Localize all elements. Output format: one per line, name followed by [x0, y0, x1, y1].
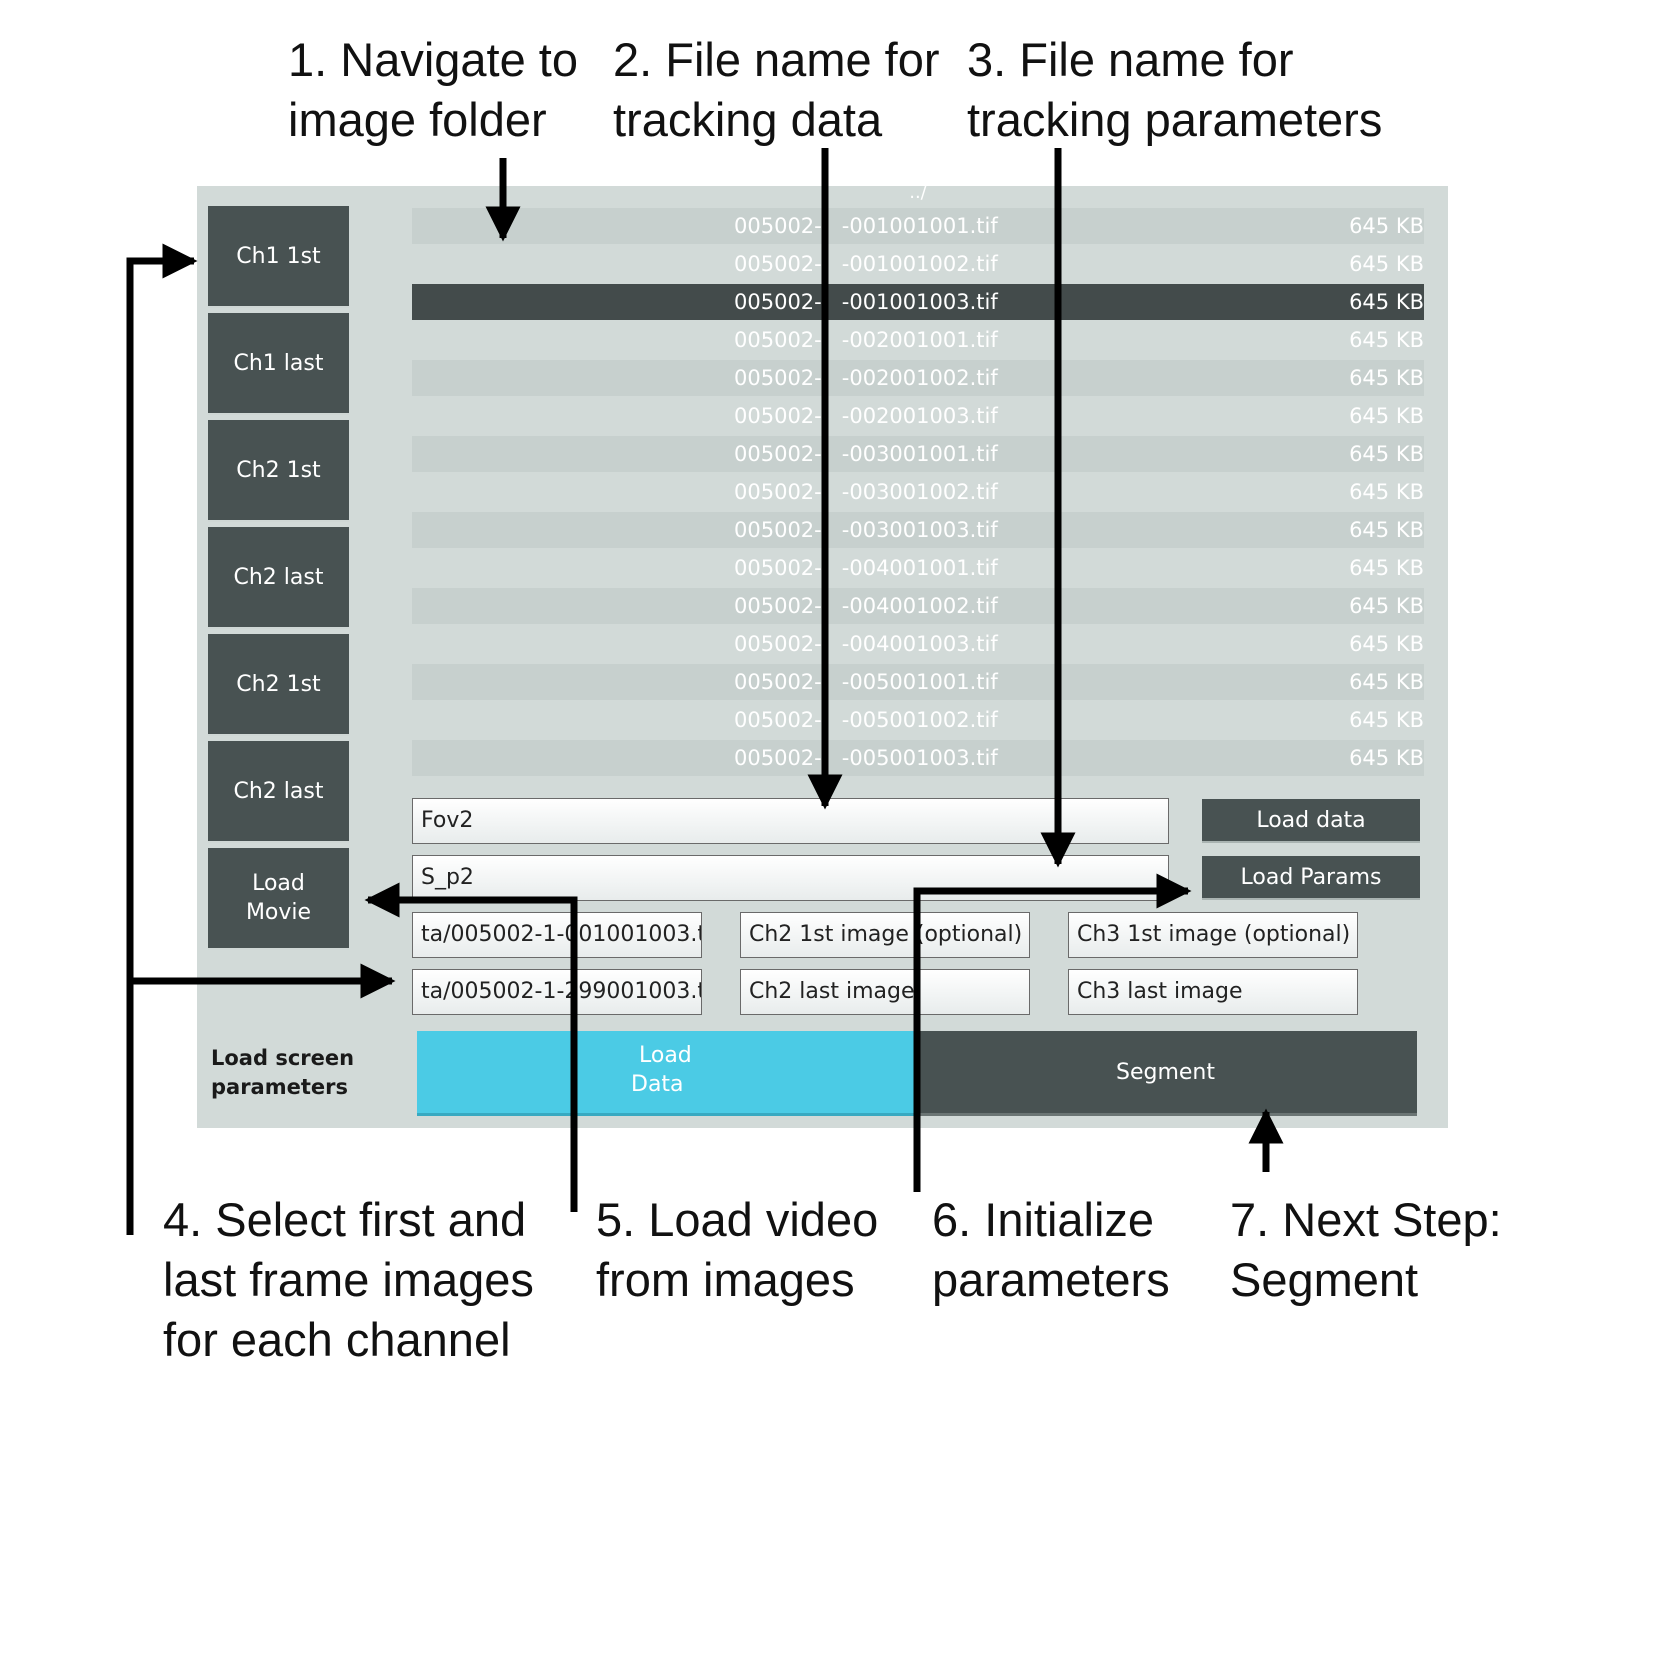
file-row[interactable]: 005002- -004001001.tif 645 KB — [412, 550, 1424, 586]
file-row[interactable]: 005002- -002001001.tif 645 KB — [412, 322, 1424, 358]
file-row[interactable]: 005002- -005001002.tif 645 KB — [412, 702, 1424, 738]
file-name: 005002- -002001003.tif — [734, 404, 998, 428]
arrow-step4-upper — [126, 243, 198, 1235]
ch2-first-image-input[interactable]: Ch2 1st image (optional) — [740, 912, 1030, 958]
file-name: 005002- -002001001.tif — [734, 328, 998, 352]
file-name: 005002- -001001003.tif — [734, 290, 998, 314]
load-params-button[interactable]: Load Params — [1202, 856, 1420, 900]
ch1-last-image-input[interactable]: ta/005002-1-299001003.tif — [412, 969, 702, 1015]
file-size: 645 KB — [1349, 442, 1424, 466]
annotation-tracking-params-name: 3. File name for tracking parameters — [967, 33, 1383, 146]
file-name: 005002- -002001002.tif — [734, 366, 998, 390]
file-row[interactable]: 005002- -002001003.tif 645 KB — [412, 398, 1424, 434]
file-name: 005002- -005001002.tif — [734, 708, 998, 732]
ch1-first-button[interactable]: Ch1 1st — [208, 206, 349, 308]
annotation-load-video: 5. Load video from images — [596, 1193, 879, 1306]
file-size: 645 KB — [1349, 404, 1424, 428]
annotation-select-frames: 4. Select first and last frame images fo… — [163, 1193, 534, 1366]
ch2-last-image-input[interactable]: Ch2 last image — [740, 969, 1030, 1015]
file-size: 645 KB — [1349, 480, 1424, 504]
file-row[interactable]: 005002- -004001003.tif 645 KB — [412, 626, 1424, 662]
file-name: 005002- -003001001.tif — [734, 442, 998, 466]
file-name: 005002- -005001003.tif — [734, 746, 998, 770]
file-size: 645 KB — [1349, 556, 1424, 580]
ch1-last-button[interactable]: Ch1 last — [208, 313, 349, 415]
file-name: 005002- -003001003.tif — [734, 518, 998, 542]
file-row[interactable]: 005002- -003001002.tif 645 KB — [412, 474, 1424, 510]
file-row[interactable]: 005002- -003001001.tif 645 KB — [412, 436, 1424, 472]
file-browser-list[interactable]: ../ 005002- -001001001.tif 645 KB 005002- … — [412, 182, 1424, 780]
file-row[interactable]: 005002- -004001002.tif 645 KB — [412, 588, 1424, 624]
file-size: 645 KB — [1349, 328, 1424, 352]
tab-load-data[interactable]: Load Data — [417, 1031, 914, 1116]
parent-directory-item[interactable]: ../ — [909, 182, 927, 203]
file-row[interactable]: 005002- -003001003.tif 645 KB — [412, 512, 1424, 548]
annotation-next-step: 7. Next Step: Segment — [1230, 1193, 1502, 1306]
tab-segment[interactable]: Segment — [914, 1031, 1417, 1116]
file-name: 005002- -004001001.tif — [734, 556, 998, 580]
file-name: 005002- -005001001.tif — [734, 670, 998, 694]
file-name: 005002- -004001003.tif — [734, 632, 998, 656]
file-name: 005002- -001001002.tif — [734, 252, 998, 276]
file-size: 645 KB — [1349, 290, 1424, 314]
ch3-last-image-input[interactable]: Ch3 last image — [1068, 969, 1358, 1015]
file-row[interactable]: 005002- -002001002.tif 645 KB — [412, 360, 1424, 396]
ch2-last-button[interactable]: Ch2 last — [208, 527, 349, 629]
file-row[interactable]: 005002- -001001001.tif 645 KB — [412, 208, 1424, 244]
file-name: 005002- -001001001.tif — [734, 214, 998, 238]
ch2-first-button-2[interactable]: Ch2 1st — [208, 634, 349, 736]
annotation-tracking-data-name: 2. File name for tracking data — [613, 33, 940, 146]
annotation-navigate-folder: 1. Navigate to image folder — [288, 33, 579, 146]
file-size: 645 KB — [1349, 594, 1424, 618]
file-row[interactable]: 005002- -001001002.tif 645 KB — [412, 246, 1424, 282]
ch3-first-image-input[interactable]: Ch3 1st image (optional) — [1068, 912, 1358, 958]
file-row[interactable]: 005002- -001001003.tif 645 KB — [412, 284, 1424, 320]
file-name: 005002- -004001002.tif — [734, 594, 998, 618]
load-data-button[interactable]: Load data — [1202, 799, 1420, 843]
tracking-params-filename-input[interactable]: S_p2 — [412, 855, 1169, 901]
tracking-data-filename-input[interactable]: Fov2 — [412, 798, 1169, 844]
file-size: 645 KB — [1349, 746, 1424, 770]
load-movie-button[interactable]: Load Movie — [208, 848, 349, 950]
file-size: 645 KB — [1349, 366, 1424, 390]
file-size: 645 KB — [1349, 518, 1424, 542]
ch2-last-button-2[interactable]: Ch2 last — [208, 741, 349, 843]
file-name: 005002- -003001002.tif — [734, 480, 998, 504]
annotation-initialize-params: 6. Initialize parameters — [932, 1193, 1170, 1306]
file-row[interactable]: 005002- -005001003.tif 645 KB — [412, 740, 1424, 776]
ch2-first-button[interactable]: Ch2 1st — [208, 420, 349, 522]
file-size: 645 KB — [1349, 670, 1424, 694]
file-size: 645 KB — [1349, 214, 1424, 238]
load-screen-parameters-label: Load screen parameters — [211, 1046, 355, 1099]
file-size: 645 KB — [1349, 632, 1424, 656]
ch1-first-image-input[interactable]: ta/005002-1-001001003.tif — [412, 912, 702, 958]
file-row[interactable]: 005002- -005001001.tif 645 KB — [412, 664, 1424, 700]
file-size: 645 KB — [1349, 708, 1424, 732]
file-size: 645 KB — [1349, 252, 1424, 276]
